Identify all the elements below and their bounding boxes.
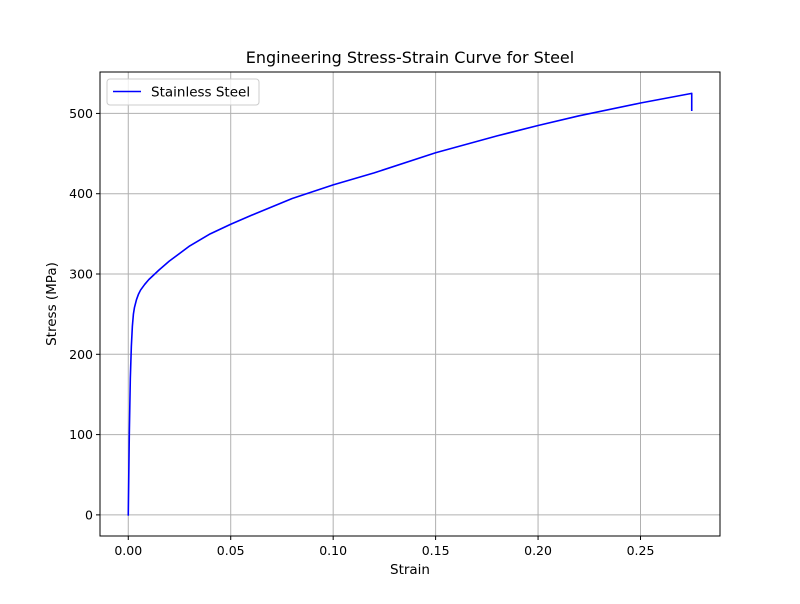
plot-frame [99, 71, 721, 537]
x-tick-label: 0.25 [627, 543, 655, 558]
chart-title: Engineering Stress-Strain Curve for Stee… [246, 48, 574, 67]
x-tick-label: 0.00 [114, 543, 142, 558]
axis-ticks: 0.00 0.05 0.10 0.15 0.20 0.25 0 100 200 300 400 500 [69, 106, 654, 558]
y-axis-label: Stress (MPa) [44, 262, 60, 346]
x-tick-label: 0.05 [217, 543, 245, 558]
x-tick-label: 0.20 [524, 543, 552, 558]
y-tick-label: 400 [69, 186, 93, 201]
y-tick-label: 300 [69, 267, 93, 282]
y-tick-label: 0 [85, 507, 93, 522]
series-layer [127, 92, 693, 516]
x-axis-label: Strain [390, 562, 430, 578]
legend-label-stainless-steel: Stainless Steel [151, 85, 250, 101]
grid [100, 72, 720, 536]
y-tick-label: 500 [69, 106, 93, 121]
legend-box [106, 78, 260, 106]
y-tick-label: 200 [69, 347, 93, 362]
series-line-stainless-steel [127, 92, 693, 516]
y-tick-label: 100 [69, 427, 93, 442]
x-tick-label: 0.15 [422, 543, 450, 558]
x-tick-label: 0.10 [319, 543, 347, 558]
legend: Stainless Steel [106, 78, 260, 106]
